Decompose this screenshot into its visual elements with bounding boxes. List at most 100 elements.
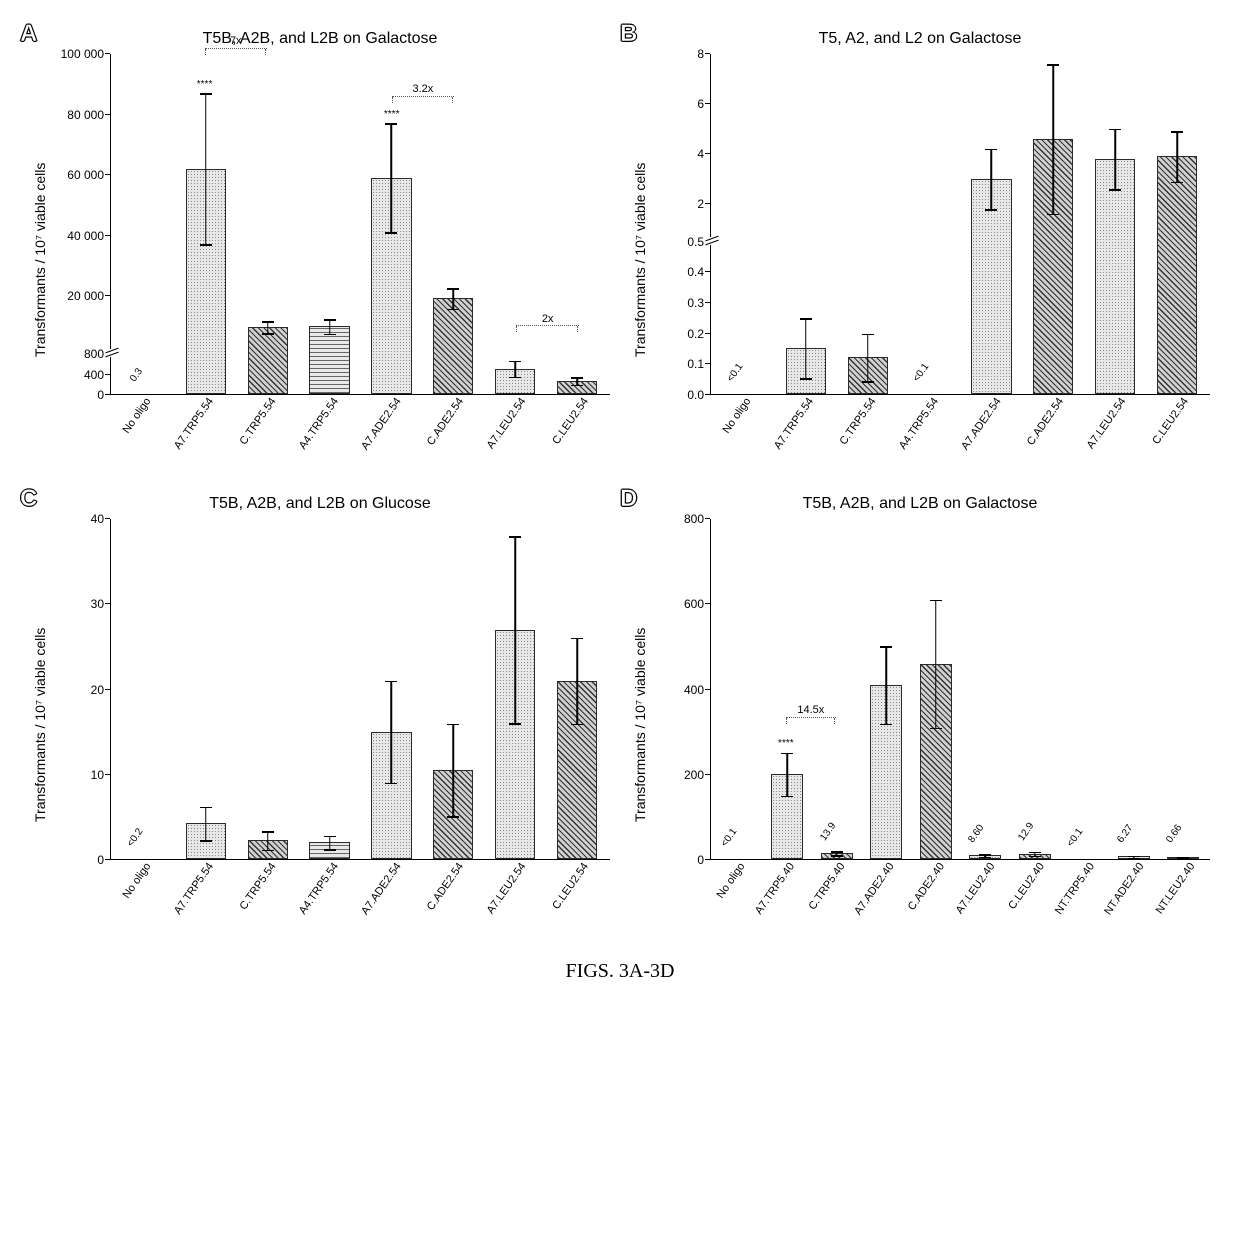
bar-slot: <0.1 [1060, 519, 1110, 859]
error-bar [453, 299, 455, 308]
error-cap [571, 377, 583, 379]
x-tick-label: A7.LEU2.54 [1085, 395, 1148, 465]
panel-d: DT5B, A2B, and L2B on GalactoseTransform… [630, 495, 1210, 930]
bar [433, 298, 473, 394]
x-tick-label: A7.ADE2.54 [960, 395, 1023, 465]
x-axis-labels: No oligoA7.TRP5.54C.TRP5.54A4.TRP5.54A7.… [110, 395, 610, 465]
panel-title: T5B, A2B, and L2B on Galactose [30, 30, 610, 48]
bar [848, 357, 888, 394]
bar-slot [237, 519, 299, 859]
x-tick-label: NT.LEU2.40 [1160, 860, 1210, 930]
error-bar [391, 682, 393, 732]
error-cap [385, 681, 397, 683]
error-bar [205, 808, 207, 824]
y-tick-label: 40 [91, 512, 104, 526]
x-tick-label: C.TRP5.54 [235, 395, 298, 465]
value-label: <0.1 [725, 361, 745, 383]
chart-area: Transformants / 10⁷ viable cells02004006… [630, 519, 1210, 930]
panel-letter: C [20, 485, 37, 513]
y-tick-label: 8 [697, 47, 704, 61]
error-bar [514, 538, 516, 631]
bar-slot [911, 519, 961, 859]
bar [1033, 139, 1073, 394]
bar [1157, 156, 1197, 394]
figure-grid: AT5B, A2B, and L2B on GalactoseTransform… [30, 30, 1210, 930]
y-tick-label: 0.1 [687, 357, 704, 371]
error-cap [324, 334, 336, 336]
bar [557, 681, 597, 860]
x-tick-label: C.ADE2.54 [423, 860, 486, 930]
panel-title: T5, A2, and L2 on Galactose [630, 30, 1210, 48]
bar-slot [484, 519, 546, 859]
bar [433, 770, 473, 859]
x-tick-label: No oligo [710, 395, 773, 465]
error-cap [880, 646, 892, 648]
comparison-bracket [205, 48, 267, 54]
error-cap [262, 831, 274, 833]
bars-container: 0.3 [111, 54, 610, 394]
error-cap [200, 244, 212, 246]
bar-slot [175, 54, 237, 394]
bar-slot [1022, 54, 1084, 394]
bar [969, 855, 1001, 859]
x-axis-labels: No oligoA7.TRP5.54C.TRP5.54A4.TRP5.54A7.… [710, 395, 1210, 465]
bar [1019, 854, 1051, 859]
x-tick-label: A7.ADE2.54 [360, 860, 423, 930]
error-cap [800, 378, 812, 380]
significance-stars: **** [778, 738, 794, 749]
x-tick-label: A4.TRP5.54 [898, 395, 961, 465]
bar-slot: 6.27 [1109, 519, 1159, 859]
error-bar [991, 150, 993, 180]
y-tick-label: 10 [91, 768, 104, 782]
bar [771, 774, 803, 859]
bar-slot [422, 519, 484, 859]
bar-slot [546, 54, 608, 394]
bar-slot: 0.3 [113, 54, 175, 394]
bar [1167, 857, 1199, 859]
error-cap [324, 836, 336, 838]
error-cap [985, 209, 997, 211]
bar-slot: 0.66 [1159, 519, 1209, 859]
x-tick-label: C.TRP5.54 [235, 860, 298, 930]
bar [186, 169, 226, 394]
x-tick-label: C.LEU2.54 [1148, 395, 1211, 465]
x-tick-label: C.ADE2.54 [423, 395, 486, 465]
x-tick-label: A7.ADE2.40 [860, 860, 910, 930]
y-tick-label: 400 [684, 683, 704, 697]
y-tick-label: 0.3 [687, 296, 704, 310]
plot-box: <0.1<0.1 [710, 54, 1210, 395]
error-cap [831, 851, 843, 853]
error-cap [1171, 182, 1183, 184]
error-bar [991, 180, 993, 210]
error-cap [985, 149, 997, 151]
error-bar [1114, 160, 1116, 190]
bar [1095, 159, 1135, 394]
fold-change-label: 14.5x [797, 704, 824, 716]
bars-container: <0.1<0.1 [711, 54, 1210, 394]
value-label: 6.27 [1115, 823, 1135, 845]
bar [248, 840, 288, 859]
figure-caption: FIGS. 3A-3D [30, 960, 1210, 983]
x-tick-label: A7.ADE2.54 [360, 395, 423, 465]
error-cap [862, 381, 874, 383]
x-tick-label: C.ADE2.54 [1023, 395, 1086, 465]
y-tick-label: 0.2 [687, 327, 704, 341]
error-cap [781, 753, 793, 755]
error-cap [509, 536, 521, 538]
bar-slot [1084, 54, 1146, 394]
bar [971, 179, 1011, 394]
error-cap [571, 724, 583, 726]
panel-b: BT5, A2, and L2 on GalactoseTransformant… [630, 30, 1210, 465]
error-bar [391, 125, 393, 179]
error-cap [930, 728, 942, 730]
x-tick-label: C.LEU2.54 [548, 860, 611, 930]
significance-stars: **** [197, 79, 213, 90]
error-bar [453, 725, 455, 771]
error-bar [867, 358, 869, 381]
y-tick-label: 0.5 [687, 235, 704, 249]
x-axis-labels: No oligoA7.TRP5.54C.TRP5.54A4.TRP5.54A7.… [110, 860, 610, 930]
error-cap [262, 333, 274, 335]
value-label: <0.1 [1065, 826, 1085, 848]
error-cap [200, 840, 212, 842]
x-tick-label: A4.TRP5.54 [298, 395, 361, 465]
